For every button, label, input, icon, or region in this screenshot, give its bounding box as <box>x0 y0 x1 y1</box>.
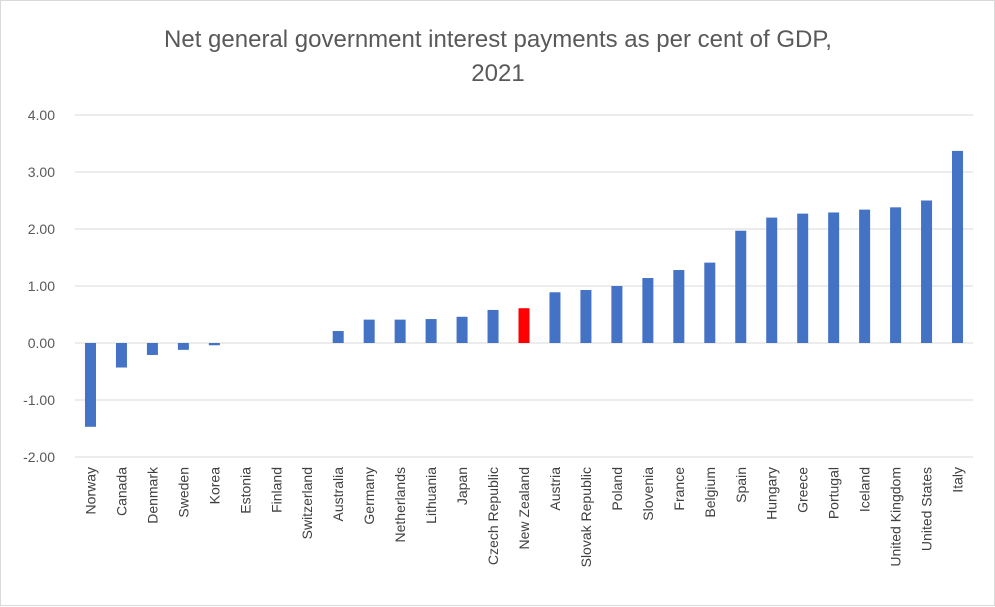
bar-korea <box>208 343 220 346</box>
bar-iceland <box>859 209 871 343</box>
x-tick-label: Finland <box>268 467 284 513</box>
x-tick-label: United Kingdom <box>888 467 904 567</box>
x-tick-label: Greece <box>795 467 811 513</box>
x-tick-label: Hungary <box>764 467 780 520</box>
y-tick-label: 1.00 <box>28 278 55 294</box>
x-axis: Norway Canada Denmark Sweden Korea Estonia Fin… <box>82 466 965 567</box>
bar-australia <box>332 331 344 343</box>
x-tick-label: Norway <box>82 467 98 514</box>
x-tick-label: Poland <box>609 467 625 511</box>
bar-spain <box>735 230 747 343</box>
bar-netherlands <box>394 319 406 343</box>
bar-germany <box>363 319 375 343</box>
bar-norway <box>84 343 96 427</box>
y-tick-label: 0.00 <box>28 335 55 351</box>
x-tick-label: United States <box>919 467 935 551</box>
x-tick-label: Spain <box>733 467 749 503</box>
x-tick-label: Korea <box>206 467 222 505</box>
x-tick-label: Lithuania <box>423 467 439 524</box>
bar-slovenia <box>642 278 654 343</box>
bar-czech-republic <box>487 309 499 343</box>
x-tick-label: Japan <box>454 467 470 505</box>
bar-poland <box>611 286 623 343</box>
bar-canada <box>115 343 127 368</box>
y-tick-label: 3.00 <box>28 164 55 180</box>
bar-japan <box>456 316 468 343</box>
bar-italy <box>952 150 964 343</box>
x-tick-label: Netherlands <box>392 467 408 543</box>
x-tick-label: Australia <box>330 467 346 522</box>
y-tick-label: -1.00 <box>23 392 55 408</box>
bars <box>84 150 964 427</box>
x-tick-label: Estonia <box>237 467 253 514</box>
x-tick-label: Germany <box>361 467 377 525</box>
bar-austria <box>549 292 561 343</box>
x-tick-label: New Zealand <box>516 467 532 550</box>
bar-slovak-republic <box>580 289 592 343</box>
x-tick-label: Austria <box>547 467 563 511</box>
x-tick-label: Belgium <box>702 467 718 518</box>
x-tick-label: France <box>671 467 687 511</box>
bar-portugal <box>828 212 840 343</box>
bar-united-states <box>921 200 933 343</box>
x-tick-label: Switzerland <box>299 467 315 539</box>
bar-belgium <box>704 262 716 343</box>
x-tick-label: Canada <box>113 467 129 516</box>
bar-france <box>673 270 685 343</box>
y-tick-label: -2.00 <box>23 449 55 465</box>
x-tick-label: Portugal <box>826 467 842 519</box>
x-tick-label: Denmark <box>144 466 160 524</box>
bar-new-zealand <box>518 308 530 343</box>
bar-denmark <box>146 343 158 355</box>
y-axis: 4.00 3.00 2.00 1.00 0.00 -1.00 -2.00 <box>23 107 55 465</box>
bar-united-kingdom <box>890 207 902 343</box>
bar-hungary <box>766 217 778 343</box>
x-tick-label: Czech Republic <box>485 467 501 565</box>
y-tick-label: 2.00 <box>28 221 55 237</box>
y-tick-label: 4.00 <box>28 107 55 123</box>
x-tick-label: Sweden <box>175 467 191 518</box>
bar-sweden <box>177 343 189 350</box>
chart-title-line-1: Net general government interest payments… <box>164 26 832 53</box>
bar-greece <box>797 213 809 343</box>
chart-title-line-2: 2021 <box>471 60 524 87</box>
x-tick-label: Iceland <box>857 467 873 512</box>
x-tick-label: Slovak Republic <box>578 467 594 567</box>
bar-lithuania <box>425 319 437 343</box>
x-tick-label: Italy <box>950 467 966 493</box>
x-tick-label: Slovenia <box>640 467 656 521</box>
